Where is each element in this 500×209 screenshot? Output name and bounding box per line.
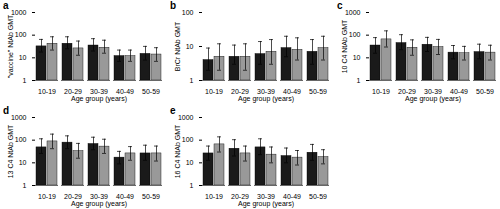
svg-text:40-49: 40-49 — [283, 88, 301, 96]
svg-text:16 C4 NtAb GMT: 16 C4 NtAb GMT — [174, 124, 181, 178]
svg-text:1000: 1000 — [11, 114, 27, 121]
svg-text:20-29: 20-29 — [231, 193, 249, 201]
svg-text:50-59: 50-59 — [142, 88, 160, 95]
svg-text:30-39: 30-39 — [90, 193, 108, 201]
svg-text:13 C4 NtAb GMT: 13 C4 NtAb GMT — [7, 124, 14, 178]
svg-text:50-59: 50-59 — [476, 88, 494, 95]
svg-text:1: 1 — [23, 182, 27, 189]
svg-text:10-19: 10-19 — [205, 88, 223, 95]
svg-text:100: 100 — [15, 31, 27, 38]
svg-text:10-19: 10-19 — [372, 88, 390, 95]
svg-text:1: 1 — [190, 77, 194, 84]
svg-text:20-29: 20-29 — [64, 193, 82, 201]
svg-text:10-19: 10-19 — [205, 193, 223, 200]
svg-text:50-59: 50-59 — [309, 88, 327, 95]
svg-text:50-59: 50-59 — [309, 193, 327, 200]
svg-text:50-59: 50-59 — [142, 193, 160, 200]
svg-text:40-49: 40-49 — [450, 88, 468, 96]
html-text:d: d — [3, 105, 10, 116]
svg-text:100: 100 — [15, 136, 27, 143]
svg-text:20-29: 20-29 — [231, 88, 249, 96]
html-text:a: a — [3, 0, 9, 11]
svg-text:1000: 1000 — [10, 8, 27, 16]
svg-text:Age group (years): Age group (years) — [405, 95, 461, 103]
svg-text:10: 10 — [19, 54, 27, 61]
svg-text:100: 100 — [182, 9, 194, 16]
svg-text:10: 10 — [353, 54, 361, 61]
svg-text:10: 10 — [19, 159, 27, 166]
svg-text:"vaccine" NtAb GMT: "vaccine" NtAb GMT — [7, 14, 14, 78]
html-text:e: e — [170, 105, 176, 116]
svg-text:1: 1 — [190, 182, 194, 189]
svg-text:10-19: 10-19 — [38, 88, 56, 95]
svg-text:10: 10 — [186, 43, 194, 50]
svg-text:30-39: 30-39 — [257, 193, 275, 201]
svg-text:1000: 1000 — [178, 114, 194, 121]
svg-text:Age group (years): Age group (years) — [71, 200, 127, 208]
svg-text:20-29: 20-29 — [64, 88, 82, 96]
svg-text:30-39: 30-39 — [257, 88, 275, 96]
svg-text:30-39: 30-39 — [90, 88, 108, 96]
svg-text:100: 100 — [182, 136, 194, 143]
svg-text:10 C4 NtAb GMT: 10 C4 NtAb GMT — [341, 19, 348, 73]
svg-text:1: 1 — [357, 77, 361, 84]
svg-text:100: 100 — [349, 31, 361, 38]
svg-text:40-49: 40-49 — [116, 193, 134, 201]
svg-text:30-39: 30-39 — [424, 88, 442, 96]
svg-text:20-29: 20-29 — [398, 88, 416, 96]
svg-text:1000: 1000 — [345, 9, 361, 16]
svg-text:1: 1 — [23, 77, 27, 84]
svg-text:Age group (years): Age group (years) — [238, 200, 294, 208]
svg-text:10-19: 10-19 — [38, 193, 56, 200]
svg-text:40-49: 40-49 — [116, 88, 134, 96]
svg-text:Age group (years): Age group (years) — [71, 95, 127, 103]
svg-text:40-49: 40-49 — [283, 193, 301, 201]
html-text:c: c — [337, 0, 343, 11]
svg-text:BrCr NtAb GMT: BrCr NtAb GMT — [174, 21, 181, 71]
html-text:b: b — [170, 0, 177, 11]
svg-text:Age group (years): Age group (years) — [238, 95, 294, 103]
svg-text:10: 10 — [186, 159, 194, 166]
